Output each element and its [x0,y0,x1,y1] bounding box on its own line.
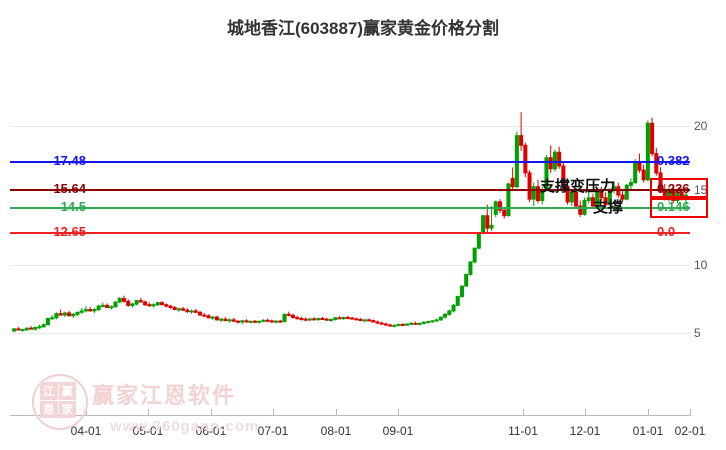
x-axis-tick-mark [148,409,149,416]
x-axis-tick-mark [585,409,586,416]
watermark-seal-char: 江 [40,382,58,400]
y-axis-tick-label: 20 [694,119,708,133]
x-axis-tick-mark [523,409,524,416]
fib-ratio-label: 0.0 [657,224,676,239]
x-axis-line [10,415,690,416]
watermark-seal-ring [32,374,88,430]
fib-line [10,232,690,234]
plot-area [10,90,690,415]
watermark-brand: 赢家江恩软件 [92,383,237,408]
x-axis-tick-label: 12-01 [569,424,601,438]
fib-ratio-label: 0.146 [657,199,690,214]
fib-price-label: 12.65 [53,224,86,239]
x-axis-tick-label: 06-01 [195,424,227,438]
fib-line [10,189,690,191]
gridline [10,126,690,127]
x-axis-tick-mark [648,409,649,416]
fib-price-label: 14.5 [60,199,86,214]
annotation-label: 支撑 [593,199,624,216]
x-axis-tick-mark [86,409,87,416]
fib-highlight-box [650,178,708,200]
x-axis-tick-mark [273,409,274,416]
x-axis-tick-label: 07-01 [257,424,289,438]
page-title: 城地香江(603887)赢家黄金价格分割 [226,19,500,38]
fib-ratio-label: 0.382 [657,153,690,168]
y-axis-tick-label: 5 [694,326,701,340]
x-axis-tick-label: 08-01 [320,424,352,438]
gridline [10,333,690,334]
watermark-seal-characters: 江赢恩家 [40,382,76,418]
x-axis-tick-label: 02-01 [674,424,706,438]
x-axis-tick-label: 05-01 [132,424,164,438]
x-axis-tick-mark [398,409,399,416]
y-axis-tick-label: 15 [694,183,708,197]
fib-line [10,207,690,209]
x-axis-tick-label: 01-01 [632,424,664,438]
x-axis-tick-mark [690,409,691,416]
fib-highlight-box [650,196,708,218]
watermark-seal-char: 家 [58,400,76,418]
annotation-label: 支撑变压力 [540,178,616,195]
x-axis-tick-label: 04-01 [70,424,102,438]
watermark-seal-char: 恩 [40,400,58,418]
fib-price-label: 15.64 [53,181,86,196]
x-axis-tick-label: 09-01 [382,424,414,438]
watermark-seal-char: 赢 [58,382,76,400]
x-axis-tick-mark [211,409,212,416]
gridline [10,265,690,266]
watermark-url: www.360gann.com [110,418,260,435]
y-axis-tick-label: 10 [694,258,708,272]
fib-ratio-label: 0.236 [657,181,690,196]
x-axis-tick-mark [336,409,337,416]
x-axis-tick-label: 11-01 [508,424,538,438]
fib-line [10,161,690,163]
fib-price-label: 17.48 [53,153,86,168]
